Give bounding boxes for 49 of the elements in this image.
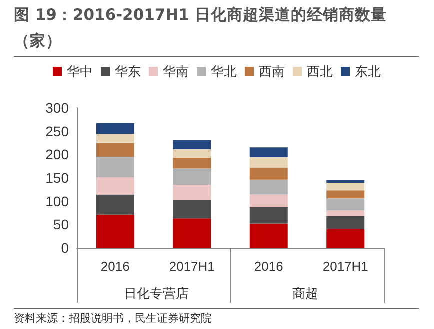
legend-label: 华东 — [115, 64, 141, 79]
legend-label: 华中 — [67, 64, 93, 79]
x-tick-label: 2016 — [100, 259, 130, 274]
bar — [96, 157, 134, 178]
y-tick-label: 150 — [46, 170, 70, 186]
bar — [326, 183, 365, 191]
bar — [96, 143, 134, 157]
legend-label: 西北 — [307, 64, 333, 79]
legend-label: 东北 — [355, 64, 381, 79]
text: 资料来源：招股说明书，民生证券研究院 — [14, 308, 419, 326]
bar — [96, 178, 134, 195]
bar — [326, 198, 365, 211]
bar — [250, 207, 288, 224]
bar — [173, 150, 212, 158]
y-tick-label: 200 — [46, 146, 70, 163]
bar — [250, 157, 288, 168]
bar — [250, 224, 288, 248]
text: 商超 — [292, 286, 318, 301]
bar — [250, 194, 288, 208]
bar — [96, 194, 134, 215]
legend-label: 华南 — [163, 64, 189, 79]
bar — [96, 134, 134, 144]
bar — [173, 185, 212, 200]
bar — [173, 218, 212, 248]
bar — [173, 200, 212, 219]
legend-label: 西南 — [259, 64, 285, 79]
y-tick-label: 250 — [46, 123, 70, 140]
bar — [173, 168, 212, 185]
bar — [326, 229, 365, 248]
bar — [96, 123, 134, 134]
y-tick-label: 300 — [46, 100, 70, 116]
chart-title: 图 19：2016-2017H1 日化商超渠道的经销商数量（家） — [14, 2, 419, 57]
bar — [173, 158, 212, 169]
text: 日化专营店 — [124, 286, 189, 301]
x-tick-label: 2017H1 — [322, 259, 368, 274]
bar — [250, 148, 288, 158]
y-tick-label: 100 — [46, 193, 70, 210]
y-tick-label: 50 — [53, 216, 70, 233]
x-tick-label: 2016 — [254, 259, 284, 274]
x-tick-label: 2017H1 — [169, 259, 215, 274]
bar — [326, 210, 365, 216]
legend-label: 华北 — [211, 64, 237, 79]
bar — [326, 216, 365, 230]
bar — [173, 140, 212, 150]
y-tick-label: 0 — [61, 240, 70, 256]
bar — [250, 180, 288, 195]
bar — [326, 190, 365, 199]
bar — [96, 214, 134, 248]
bar — [250, 168, 288, 180]
